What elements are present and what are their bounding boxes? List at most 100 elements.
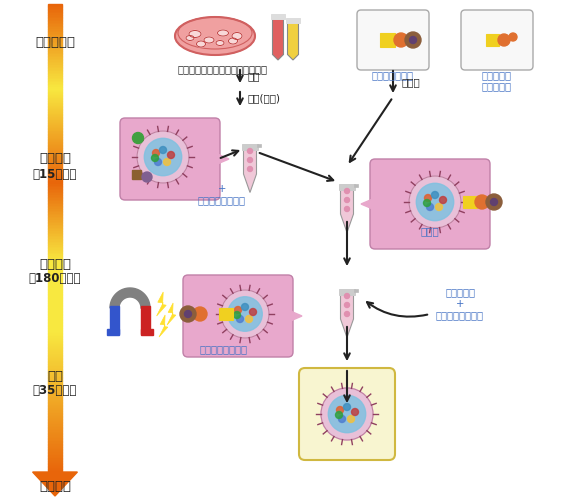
Bar xyxy=(48,211,62,212)
Bar xyxy=(48,198,62,200)
Bar xyxy=(48,70,62,71)
Bar xyxy=(48,364,62,365)
Bar xyxy=(48,434,62,436)
Bar xyxy=(48,458,62,460)
Bar xyxy=(48,367,62,369)
Bar xyxy=(48,267,62,269)
Bar xyxy=(48,110,62,112)
Text: +
外泌体结合增强剂: + 外泌体结合增强剂 xyxy=(198,184,246,206)
Bar xyxy=(48,4,62,6)
Bar xyxy=(48,151,62,153)
Bar xyxy=(339,184,355,191)
Bar xyxy=(48,217,62,218)
Bar xyxy=(48,93,62,95)
Bar xyxy=(48,68,62,70)
Text: 链霉亲和素磁珠: 链霉亲和素磁珠 xyxy=(372,70,414,80)
Bar xyxy=(48,237,62,239)
Bar xyxy=(48,286,62,287)
Bar xyxy=(48,455,62,456)
Circle shape xyxy=(345,311,350,317)
Bar xyxy=(48,90,62,92)
Bar xyxy=(48,89,62,90)
Text: （15分钟）: （15分钟） xyxy=(33,167,77,180)
Bar xyxy=(48,62,62,64)
Bar xyxy=(48,428,62,430)
Bar xyxy=(48,40,62,41)
Circle shape xyxy=(440,197,447,204)
Ellipse shape xyxy=(232,32,242,39)
Bar xyxy=(48,431,62,433)
Bar xyxy=(48,246,62,248)
Bar xyxy=(48,420,62,422)
Bar xyxy=(48,336,62,337)
Bar xyxy=(48,45,62,46)
Bar xyxy=(48,208,62,209)
Bar xyxy=(48,78,62,79)
Bar xyxy=(48,154,62,156)
Bar xyxy=(48,231,62,232)
Bar xyxy=(48,355,62,356)
Bar xyxy=(48,292,62,293)
Bar xyxy=(486,34,499,46)
Ellipse shape xyxy=(216,40,224,45)
Bar xyxy=(48,443,62,444)
Bar xyxy=(48,337,62,339)
Bar xyxy=(48,101,62,103)
Bar xyxy=(48,123,62,124)
Bar xyxy=(48,228,62,229)
Ellipse shape xyxy=(229,38,237,44)
Bar xyxy=(48,38,62,40)
Bar xyxy=(48,353,62,355)
Bar xyxy=(48,37,62,38)
Bar xyxy=(48,31,62,32)
Bar xyxy=(48,311,62,312)
Bar xyxy=(48,239,62,240)
Bar xyxy=(48,334,62,336)
Text: （35分钟）: （35分钟） xyxy=(33,385,77,398)
Bar xyxy=(48,164,62,165)
Bar xyxy=(48,200,62,201)
Bar xyxy=(48,226,62,228)
Bar xyxy=(48,253,62,255)
Bar xyxy=(48,307,62,309)
Circle shape xyxy=(486,194,502,210)
Bar xyxy=(48,133,62,134)
Bar xyxy=(48,388,62,389)
Bar xyxy=(48,87,62,89)
Bar xyxy=(48,179,62,181)
Bar xyxy=(48,218,62,220)
Bar xyxy=(48,49,62,51)
Bar xyxy=(48,259,62,261)
Circle shape xyxy=(193,307,207,321)
Circle shape xyxy=(409,176,461,228)
Bar xyxy=(48,223,62,225)
Text: 外泌体洗脱缓冲剂: 外泌体洗脱缓冲剂 xyxy=(200,344,248,354)
Circle shape xyxy=(345,293,350,298)
Bar xyxy=(48,369,62,370)
Ellipse shape xyxy=(175,17,255,55)
Bar xyxy=(48,84,62,85)
Bar xyxy=(48,43,62,45)
Bar xyxy=(48,126,62,128)
Bar xyxy=(48,115,62,117)
Bar xyxy=(48,225,62,226)
Bar xyxy=(48,201,62,203)
Polygon shape xyxy=(159,315,168,337)
Bar xyxy=(48,306,62,307)
Bar xyxy=(48,461,62,463)
Bar xyxy=(48,414,62,416)
Bar xyxy=(48,262,62,264)
Bar xyxy=(48,106,62,107)
Bar xyxy=(48,293,62,295)
Bar xyxy=(48,328,62,330)
Circle shape xyxy=(321,388,373,440)
Bar xyxy=(48,236,62,237)
Bar xyxy=(48,380,62,381)
Bar xyxy=(48,48,62,49)
Text: 亲和反应: 亲和反应 xyxy=(39,258,71,271)
Bar xyxy=(48,356,62,358)
Bar xyxy=(48,57,62,59)
Polygon shape xyxy=(244,149,256,193)
Bar xyxy=(48,339,62,341)
Bar xyxy=(48,113,62,115)
